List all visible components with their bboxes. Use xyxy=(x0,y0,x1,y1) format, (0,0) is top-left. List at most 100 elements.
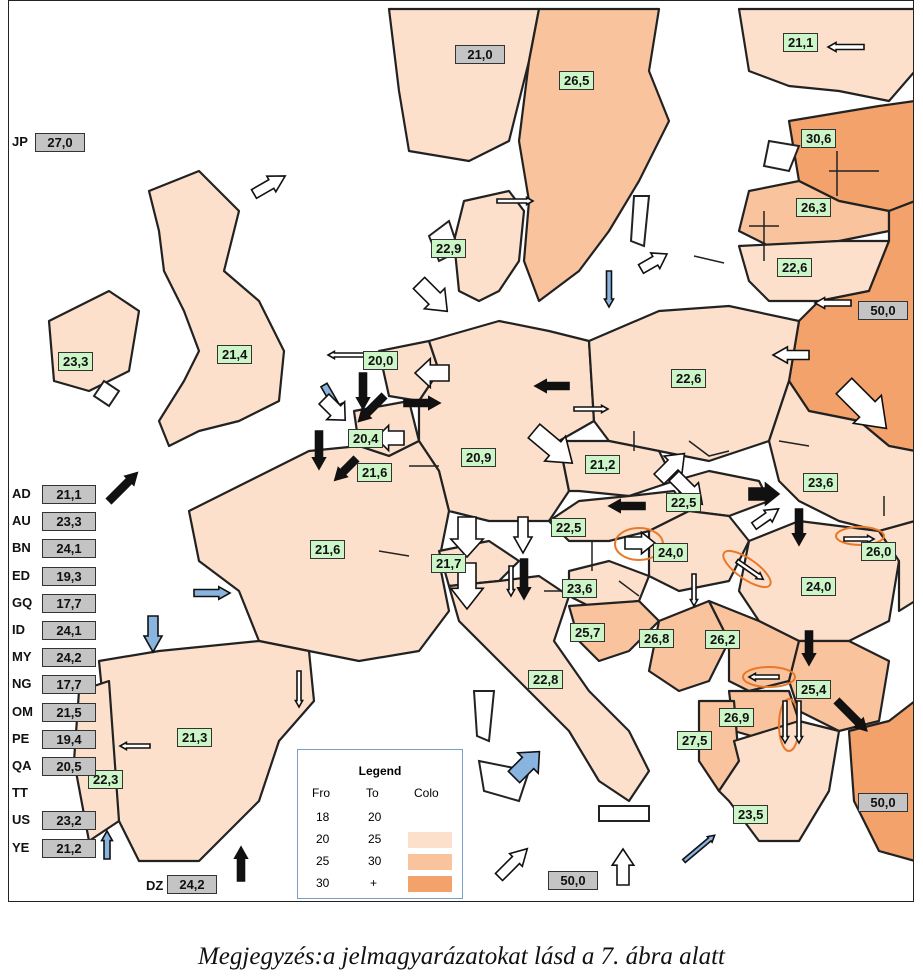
side-country-value: 21,2 xyxy=(42,838,96,858)
region-price-label: 26,9 xyxy=(719,708,755,727)
region-price-label: 22,5 xyxy=(551,518,587,537)
region-shape-ukraine xyxy=(767,379,913,533)
flow-arrow xyxy=(100,829,114,860)
flow-arrow xyxy=(357,392,388,423)
border-line xyxy=(749,211,779,261)
border-line xyxy=(778,440,810,447)
side-country-code: TT xyxy=(12,785,28,801)
flow-arrow xyxy=(748,481,781,507)
side-country-code: PE xyxy=(12,730,30,746)
region-price-label: 24,0 xyxy=(653,543,689,562)
flow-arrow xyxy=(813,296,852,310)
flow-arrow xyxy=(637,252,669,275)
region-price-label: 26,0 xyxy=(861,542,897,561)
border-line xyxy=(693,255,725,264)
flow-arrow xyxy=(507,750,541,784)
region-price-label: 25,4 xyxy=(796,680,832,699)
side-country-code: MY xyxy=(12,649,32,665)
flow-arrow xyxy=(780,700,790,745)
flow-arrow xyxy=(747,672,780,682)
highlight-ring xyxy=(742,666,796,688)
region-shape-uk xyxy=(147,169,286,448)
side-country-code: AD xyxy=(12,486,31,501)
legend-row-from: 25 xyxy=(316,854,330,868)
region-price-label: 22,6 xyxy=(671,369,707,388)
flow-arrow xyxy=(512,516,534,555)
flow-arrow xyxy=(833,697,868,732)
flow-arrow xyxy=(527,422,574,465)
side-country-code: ED xyxy=(12,567,31,583)
flow-arrow xyxy=(573,404,610,414)
region-price-label: 21,0 xyxy=(455,45,505,64)
flow-arrow xyxy=(193,585,232,601)
side-country-code: YE xyxy=(12,839,30,855)
side-country-code: NG xyxy=(12,676,32,692)
highlight-ring xyxy=(722,549,772,589)
region-price-label: 50,0 xyxy=(858,793,908,812)
flow-arrow xyxy=(607,498,646,514)
region-price-label: 24,2 xyxy=(167,875,217,894)
flow-arrow xyxy=(250,175,287,200)
flow-arrow xyxy=(750,507,780,531)
region-price-label: 23,5 xyxy=(733,805,769,824)
side-country-value: 24,1 xyxy=(42,621,96,640)
flow-arrow xyxy=(355,372,371,411)
flow-arrow xyxy=(403,395,442,411)
flow-arrow xyxy=(603,270,615,309)
region-price-label: 50,0 xyxy=(858,301,908,320)
flow-arrow xyxy=(142,615,164,654)
flow-arrow xyxy=(412,276,449,313)
legend-swatch xyxy=(408,810,452,826)
legend-swatch xyxy=(408,854,452,870)
flow-arrow xyxy=(449,516,485,559)
highlight-ring xyxy=(835,526,885,546)
flow-arrow xyxy=(333,455,360,482)
legend-row-from: 20 xyxy=(316,832,330,846)
legend-row-to: 20 xyxy=(368,810,382,824)
region-shape-ireland xyxy=(47,289,141,393)
side-country-value: 21,1 xyxy=(42,485,96,504)
side-country-value: 19,3 xyxy=(42,566,96,586)
island-shape xyxy=(629,195,651,248)
flow-arrow xyxy=(506,565,516,598)
side-country-code: AU xyxy=(12,513,31,529)
flow-arrow xyxy=(311,430,327,471)
region-price-label: 21,3 xyxy=(177,728,213,747)
flow-arrow xyxy=(496,196,535,206)
flow-arrow xyxy=(689,573,699,608)
flow-arrow xyxy=(652,452,686,486)
region-price-label: 27,0 xyxy=(35,133,85,152)
island-shape xyxy=(92,379,121,408)
side-country-code: US xyxy=(12,812,31,828)
region-shape-spain xyxy=(97,639,316,863)
flow-arrow xyxy=(105,471,139,505)
region-price-label: 21,1 xyxy=(783,33,819,52)
flow-arrow xyxy=(494,847,529,882)
region-price-label: 50,0 xyxy=(548,871,598,890)
region-price-label: 26,2 xyxy=(705,630,741,649)
island-shape xyxy=(472,690,496,743)
side-country-value: 21,5 xyxy=(42,702,96,722)
side-country-value: 24,2 xyxy=(42,648,96,668)
legend-header-to: To xyxy=(366,786,379,800)
flow-arrow xyxy=(826,41,865,53)
side-country-value: 23,3 xyxy=(42,512,96,532)
flow-arrow xyxy=(794,700,804,745)
region-price-label: 21,6 xyxy=(310,540,346,559)
region-price-label: 23,6 xyxy=(803,473,839,492)
legend-swatch xyxy=(408,832,452,848)
region-price-label: 23,6 xyxy=(562,579,598,598)
legend-title: Legend xyxy=(358,764,402,778)
flow-arrow xyxy=(610,847,636,886)
region-price-label: 24,0 xyxy=(801,577,837,596)
region-price-label: 22,3 xyxy=(88,770,124,789)
legend-header-from: Fro xyxy=(312,786,330,800)
region-price-label: 20,0 xyxy=(363,351,399,370)
legend-row-from: 18 xyxy=(316,810,330,824)
side-country-value: 24,1 xyxy=(42,539,96,559)
region-price-label: 27,5 xyxy=(677,731,713,750)
flow-arrow xyxy=(533,378,570,394)
flow-arrow xyxy=(681,834,716,864)
flow-arrow xyxy=(734,558,765,581)
legend-row-to: 25 xyxy=(368,832,382,846)
